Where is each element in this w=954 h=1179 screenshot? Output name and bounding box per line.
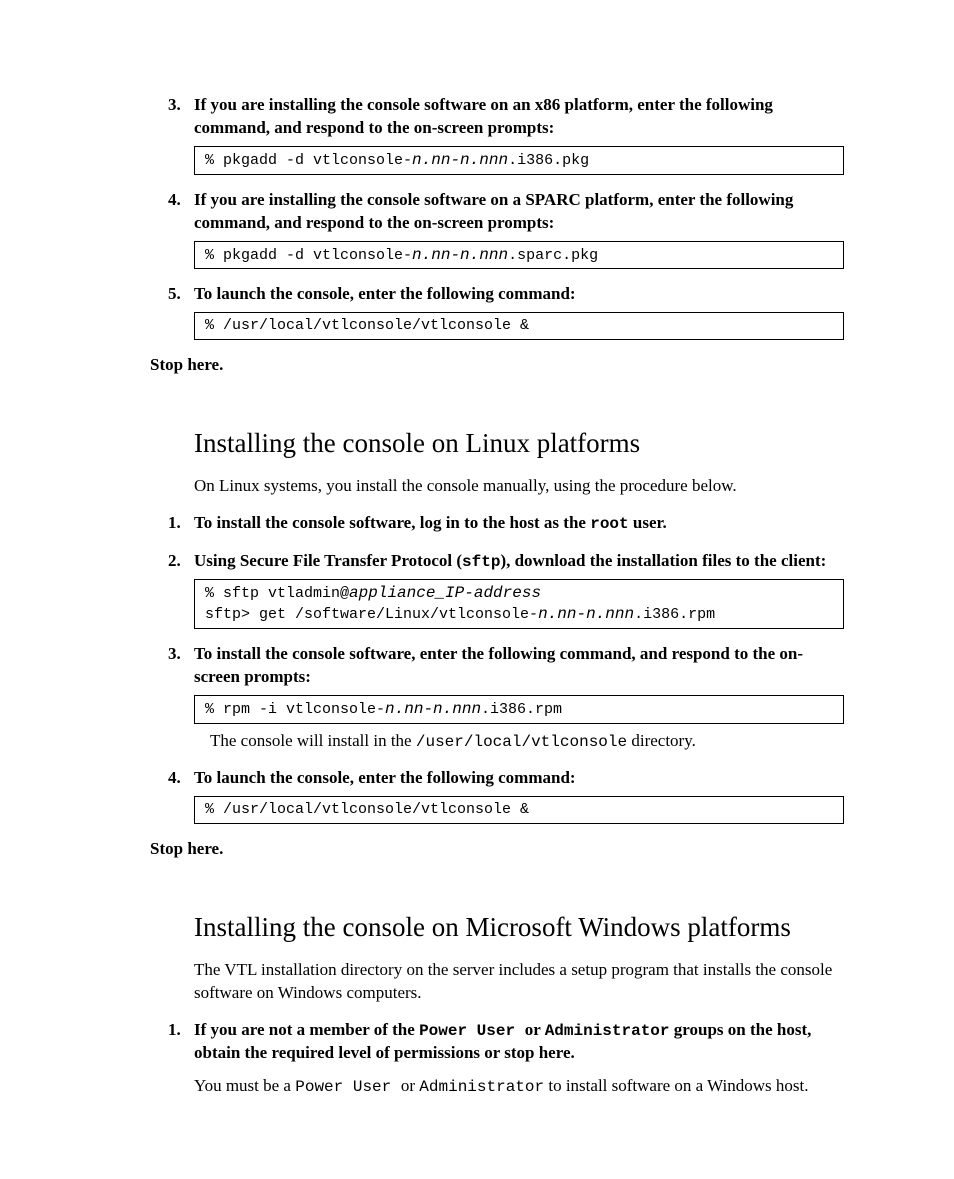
text: or xyxy=(401,1076,419,1095)
windows-step-1-after: You must be a Power User or Administrato… xyxy=(194,1075,844,1099)
step-4-num: 4. xyxy=(168,189,194,235)
windows-step-1-num: 1. xyxy=(168,1019,194,1066)
linux-step-4: 4. To launch the console, enter the foll… xyxy=(168,767,844,790)
code-text: .i386.rpm xyxy=(634,606,715,623)
mono-text: Administrator xyxy=(545,1022,670,1040)
step-4-code: % pkgadd -d vtlconsole-n.nn-n.nnn.sparc.… xyxy=(194,241,844,270)
text: You must be a xyxy=(194,1076,295,1095)
page: 3. If you are installing the console sof… xyxy=(0,0,954,1179)
code-var: n.nn-n.nnn xyxy=(538,605,634,623)
mono-text: root xyxy=(590,515,628,533)
mono-text: Power User xyxy=(295,1078,401,1096)
linux-step-2-text: Using Secure File Transfer Protocol (sft… xyxy=(194,550,844,574)
linux-step-3-after: The console will install in the /user/lo… xyxy=(210,730,844,754)
code-text: % sftp vtladmin@ xyxy=(205,585,349,602)
code-text: sftp> get /software/Linux/vtlconsole- xyxy=(205,606,538,623)
code-text: % rpm -i vtlconsole- xyxy=(205,701,385,718)
linux-step-3-code: % rpm -i vtlconsole-n.nn-n.nnn.i386.rpm xyxy=(194,695,844,724)
linux-step-3-num: 3. xyxy=(168,643,194,689)
mono-text: sftp xyxy=(462,553,500,571)
linux-step-4-text: To launch the console, enter the followi… xyxy=(194,767,844,790)
mono-text: Administrator xyxy=(419,1078,544,1096)
heading-linux: Installing the console on Linux platform… xyxy=(194,425,844,461)
stop-here-linux: Stop here. xyxy=(150,838,844,861)
windows-step-1-text: If you are not a member of the Power Use… xyxy=(194,1019,844,1066)
code-text: .i386.rpm xyxy=(481,701,562,718)
text: Using Secure File Transfer Protocol ( xyxy=(194,551,462,570)
code-var: n.nn-n.nnn xyxy=(412,151,508,169)
linux-step-1: 1. To install the console software, log … xyxy=(168,512,844,536)
linux-step-3: 3. To install the console software, ente… xyxy=(168,643,844,689)
step-3-code: % pkgadd -d vtlconsole-n.nn-n.nnn.i386.p… xyxy=(194,146,844,175)
step-4: 4. If you are installing the console sof… xyxy=(168,189,844,235)
text: If you are not a member of the xyxy=(194,1020,419,1039)
text: or xyxy=(525,1020,545,1039)
mono-text: Power User xyxy=(419,1022,525,1040)
code-var: n.nn-n.nnn xyxy=(385,700,481,718)
text: user. xyxy=(629,513,667,532)
linux-step-4-num: 4. xyxy=(168,767,194,790)
stop-here: Stop here. xyxy=(150,354,844,377)
heading-windows: Installing the console on Microsoft Wind… xyxy=(194,909,844,945)
linux-step-4-code: % /usr/local/vtlconsole/vtlconsole & xyxy=(194,796,844,824)
linux-step-1-text: To install the console software, log in … xyxy=(194,512,844,536)
step-3-num: 3. xyxy=(168,94,194,140)
windows-intro: The VTL installation directory on the se… xyxy=(194,959,844,1005)
linux-step-2: 2. Using Secure File Transfer Protocol (… xyxy=(168,550,844,574)
text: directory. xyxy=(627,731,696,750)
code-text: % pkgadd -d vtlconsole- xyxy=(205,152,412,169)
text: To install the console software, log in … xyxy=(194,513,590,532)
linux-intro: On Linux systems, you install the consol… xyxy=(194,475,844,498)
text: ), download the installation files to th… xyxy=(500,551,826,570)
linux-step-2-code: % sftp vtladmin@appliance_IP-address sft… xyxy=(194,579,844,629)
step-3: 3. If you are installing the console sof… xyxy=(168,94,844,140)
code-text: % pkgadd -d vtlconsole- xyxy=(205,247,412,264)
text: The console will install in the xyxy=(210,731,416,750)
step-4-text: If you are installing the console softwa… xyxy=(194,189,844,235)
step-5-text: To launch the console, enter the followi… xyxy=(194,283,844,306)
code-text: .i386.pkg xyxy=(508,152,589,169)
text: to install software on a Windows host. xyxy=(544,1076,808,1095)
linux-step-1-num: 1. xyxy=(168,512,194,536)
code-text: .sparc.pkg xyxy=(508,247,598,264)
step-5: 5. To launch the console, enter the foll… xyxy=(168,283,844,306)
linux-step-3-text: To install the console software, enter t… xyxy=(194,643,844,689)
step-5-num: 5. xyxy=(168,283,194,306)
windows-step-1: 1. If you are not a member of the Power … xyxy=(168,1019,844,1066)
mono-text: /user/local/vtlconsole xyxy=(416,733,627,751)
step-3-text: If you are installing the console softwa… xyxy=(194,94,844,140)
code-var: n.nn-n.nnn xyxy=(412,246,508,264)
step-5-code: % /usr/local/vtlconsole/vtlconsole & xyxy=(194,312,844,340)
linux-step-2-num: 2. xyxy=(168,550,194,574)
code-var: appliance_IP-address xyxy=(349,584,541,602)
